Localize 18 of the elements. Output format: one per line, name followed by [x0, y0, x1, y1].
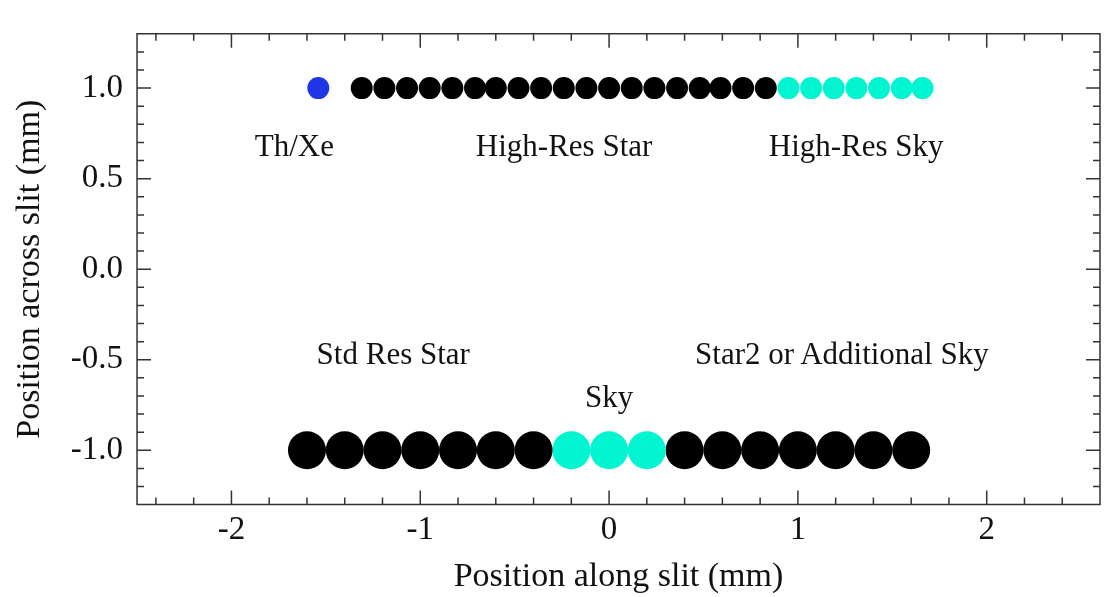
y-tick-label: -0.5 — [70, 339, 124, 376]
x-axis-title: Position along slit (mm) — [453, 555, 784, 594]
x-tick-label: 2 — [978, 510, 995, 547]
x-tick-label: -2 — [217, 510, 246, 547]
x-tick-label: 0 — [600, 510, 618, 547]
series-label: High-Res Sky — [768, 128, 945, 164]
y-tick-label: 0.0 — [81, 248, 124, 285]
y-tick-label: -1.0 — [70, 429, 124, 466]
series-label: Th/Xe — [254, 128, 334, 164]
x-tick-label: 1 — [789, 510, 807, 547]
series-label: Sky — [584, 379, 634, 415]
y-tick-label: 1.0 — [81, 67, 124, 104]
y-axis-title: Position across slit (mm) — [9, 99, 48, 439]
series-label: Star2 or Additional Sky — [695, 336, 990, 372]
series-label: Std Res Star — [316, 336, 471, 372]
y-tick-label: 0.5 — [81, 158, 124, 195]
series-label: High-Res Star — [475, 128, 653, 164]
x-tick-label: -1 — [406, 510, 435, 547]
